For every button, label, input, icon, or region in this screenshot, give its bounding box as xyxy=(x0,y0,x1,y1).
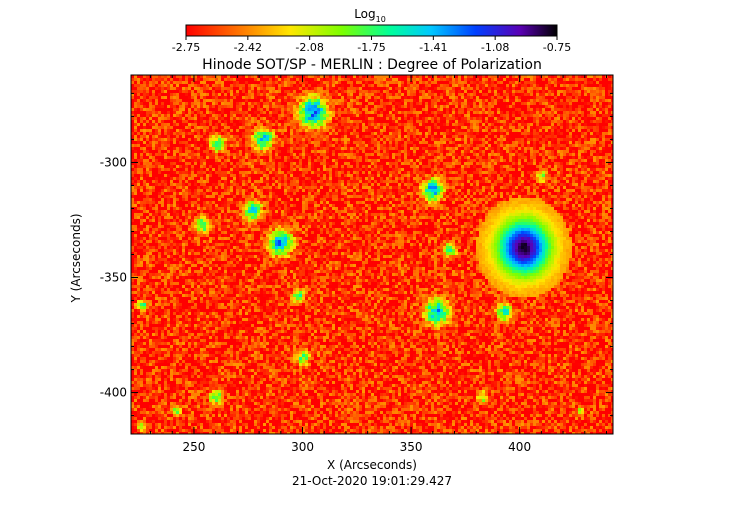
x-tick-label: 300 xyxy=(291,440,314,454)
plot-area: 250 300 350 400 -300 -350 -400 xyxy=(100,74,614,454)
heatmap-image xyxy=(131,75,613,434)
colorbar-tick-label: -1.08 xyxy=(481,41,509,54)
colorbar-tick-label: -2.75 xyxy=(172,41,200,54)
x-tick-label: 350 xyxy=(400,440,423,454)
y-tick-label: -400 xyxy=(100,386,127,400)
timestamp: 21-Oct-2020 19:01:29.427 xyxy=(292,474,452,488)
x-axis-label: X (Arcseconds) xyxy=(327,458,417,472)
x-axis-ticks: 250 300 350 400 xyxy=(150,75,607,454)
colorbar-tick-label: -1.41 xyxy=(419,41,447,54)
colorbar-tick-label: -1.75 xyxy=(357,41,385,54)
colorbar-tick-label: -2.42 xyxy=(234,41,262,54)
colorbar-tick-label: -2.08 xyxy=(295,41,323,54)
colorbar-tick-label: -0.75 xyxy=(543,41,571,54)
y-tick-label: -350 xyxy=(100,271,127,285)
y-tick-label: -300 xyxy=(100,155,127,169)
x-tick-label: 400 xyxy=(508,440,531,454)
y-axis-ticks: -300 -350 -400 xyxy=(100,92,613,417)
chart-title: Hinode SOT/SP - MERLIN : Degree of Polar… xyxy=(202,57,542,73)
colorbar: Log10 -2.75 -2.42 -2.08 -1.75 -1.41 -1.08 -0.7… xyxy=(172,7,571,54)
colorbar-label: Log10 xyxy=(354,7,386,24)
colorbar-gradient xyxy=(185,24,558,37)
y-axis-label: Y (Arcseconds) xyxy=(69,213,83,303)
colorbar-ticks: -2.75 -2.42 -2.08 -1.75 -1.41 -1.08 -0.75 xyxy=(172,36,571,54)
x-tick-label: 250 xyxy=(183,440,206,454)
